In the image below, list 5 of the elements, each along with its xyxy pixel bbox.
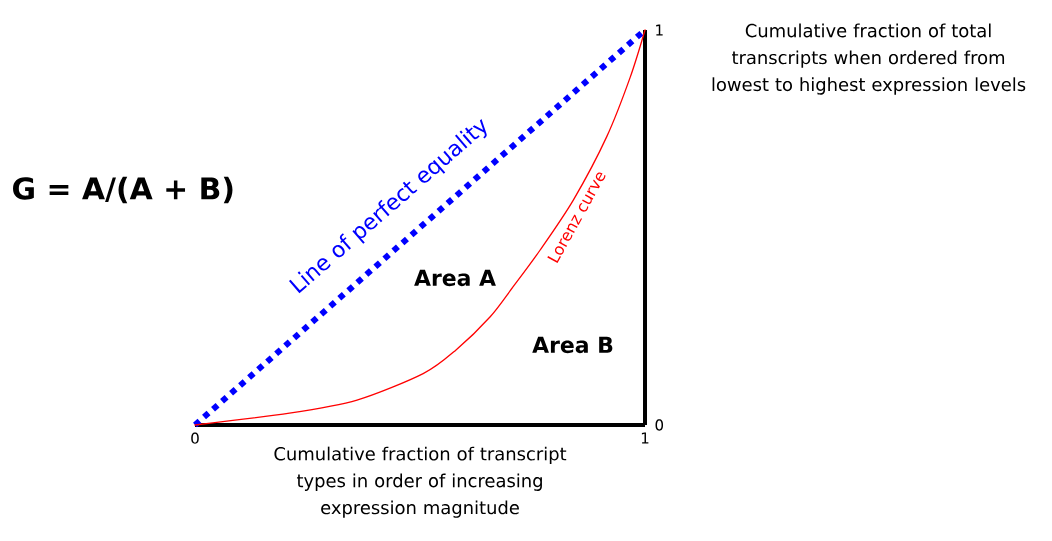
annotation: Area B — [532, 336, 613, 354]
annotation: G = A/(A + B) — [13, 176, 233, 204]
x-axis-title: Cumulative fraction of transcript types in order of increasing expression magnitude — [274, 446, 567, 518]
annotation: Area A — [414, 269, 496, 287]
y-axis-title: Cumulative fraction of total transcripts when ordered from lowest to highest expression levels — [712, 23, 1026, 95]
